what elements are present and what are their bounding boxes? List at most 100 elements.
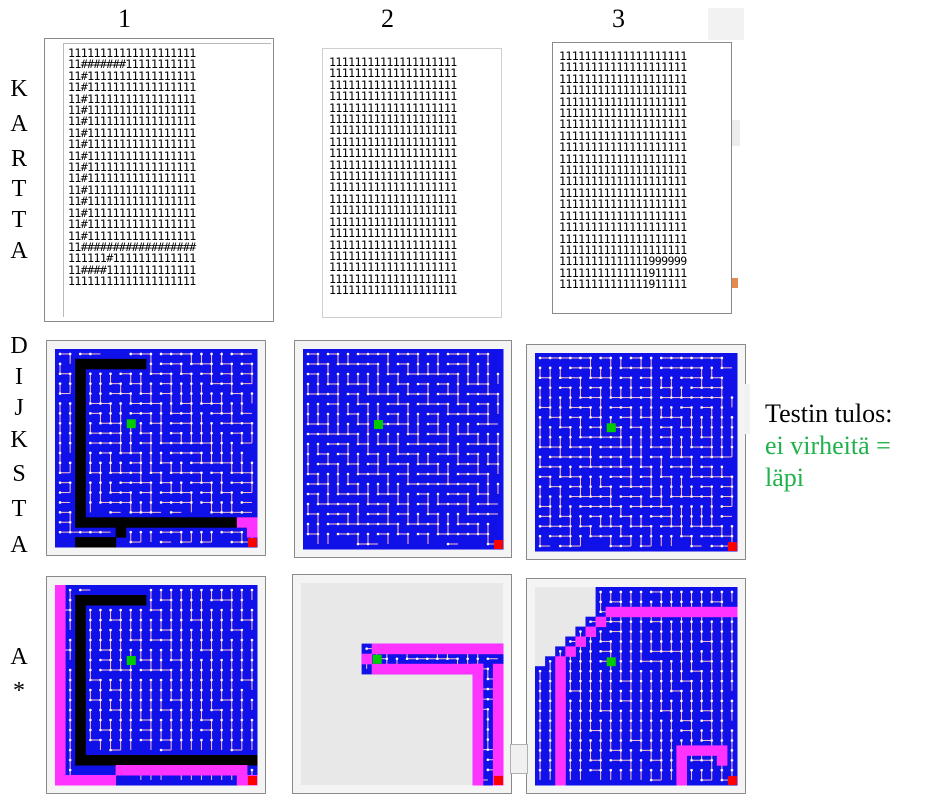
- explored-cell: [246, 408, 258, 419]
- tree-node: [99, 382, 102, 385]
- tree-node: [599, 396, 602, 399]
- wall-cell: [125, 595, 137, 606]
- tree-node: [306, 432, 310, 436]
- wall-cell: [95, 595, 106, 606]
- tree-node: [139, 471, 143, 475]
- tree-node: [99, 481, 102, 484]
- tree-node: [609, 455, 613, 459]
- tree-node: [446, 362, 450, 366]
- tree-node: [119, 618, 122, 622]
- astar-grid-1: [47, 577, 265, 793]
- tree-node: [346, 492, 350, 496]
- tree-node: [240, 362, 244, 366]
- tree-node: [436, 472, 440, 476]
- tree-node: [659, 356, 663, 360]
- tree-node: [89, 648, 92, 652]
- tree-node: [68, 520, 72, 524]
- tree-node: [210, 658, 213, 662]
- tree-node: [649, 495, 653, 498]
- tree-node: [58, 461, 62, 465]
- tree-node: [169, 628, 173, 632]
- tree-node: [119, 412, 122, 415]
- tree-node: [336, 512, 340, 516]
- tree-node: [99, 638, 102, 642]
- tree-node: [240, 431, 244, 435]
- tree-node: [629, 475, 633, 479]
- path-cell: [75, 775, 86, 786]
- tree-node: [109, 382, 112, 385]
- tree-node: [416, 492, 420, 496]
- tree-node: [200, 530, 203, 534]
- tree-node: [230, 421, 234, 425]
- tree-node: [190, 481, 193, 484]
- tree-node: [149, 638, 153, 642]
- wall-cell: [75, 398, 86, 409]
- tree-node: [720, 416, 724, 419]
- explored-cell: [726, 382, 738, 394]
- tree-node: [589, 515, 592, 518]
- path-cell: [472, 774, 484, 786]
- tree-node: [68, 728, 72, 732]
- tree-node: [68, 511, 72, 514]
- tree-node: [316, 472, 320, 476]
- tree-node: [129, 698, 133, 702]
- tree-node: [456, 452, 460, 456]
- tree-node: [129, 402, 133, 405]
- tree-node: [89, 402, 92, 405]
- tree-node: [109, 748, 112, 752]
- tree-node: [99, 402, 102, 405]
- wall-cell: [75, 457, 86, 469]
- tree-node: [426, 432, 430, 436]
- tree-node: [366, 442, 370, 446]
- tree-node: [720, 524, 724, 528]
- tree-node: [639, 465, 643, 469]
- wall-cell: [186, 517, 197, 528]
- tree-node: [670, 524, 673, 528]
- wall-cell: [75, 645, 86, 656]
- tree-node: [89, 471, 92, 475]
- tree-node: [240, 718, 244, 722]
- tree-node: [486, 382, 490, 386]
- tree-node: [159, 648, 163, 652]
- tree-node: [730, 475, 734, 479]
- row-label-letter: T: [11, 496, 27, 522]
- tree-node: [356, 482, 360, 486]
- tree-node: [690, 515, 693, 518]
- tree-node: [240, 530, 244, 534]
- tree-node: [190, 698, 193, 702]
- tree-node: [416, 422, 420, 426]
- tree-node: [629, 524, 633, 528]
- map-text-area: 11111111111111111111 11#######1111111111…: [63, 43, 271, 317]
- tree-node: [548, 366, 552, 370]
- tree-node: [139, 698, 143, 702]
- tree-node: [690, 416, 693, 419]
- tree-node: [558, 485, 562, 488]
- tree-node: [466, 452, 470, 456]
- tree-node: [159, 530, 163, 534]
- tree-node: [356, 362, 360, 366]
- explored-cell: [726, 353, 738, 364]
- tree-node: [659, 396, 663, 399]
- tree-node: [569, 544, 572, 548]
- row-label-letter: D: [10, 333, 28, 359]
- tree-node: [230, 708, 234, 712]
- tree-node: [109, 392, 112, 395]
- tree-node: [599, 475, 602, 479]
- wall-cell: [75, 625, 86, 636]
- tree-node: [476, 442, 480, 446]
- tree-node: [599, 376, 602, 380]
- tree-node: [190, 708, 193, 712]
- tree-node: [200, 481, 203, 484]
- tree-node: [670, 425, 673, 429]
- tree-node: [230, 638, 234, 642]
- tree-node: [169, 461, 173, 465]
- tree-node: [700, 445, 703, 449]
- tree-node: [159, 392, 163, 395]
- tree-node: [548, 376, 552, 380]
- tree-node: [548, 435, 552, 439]
- tree-node: [629, 386, 633, 389]
- tree-node: [680, 376, 683, 380]
- tree-node: [210, 402, 213, 405]
- tree-node: [396, 482, 400, 486]
- tree-node: [386, 382, 390, 386]
